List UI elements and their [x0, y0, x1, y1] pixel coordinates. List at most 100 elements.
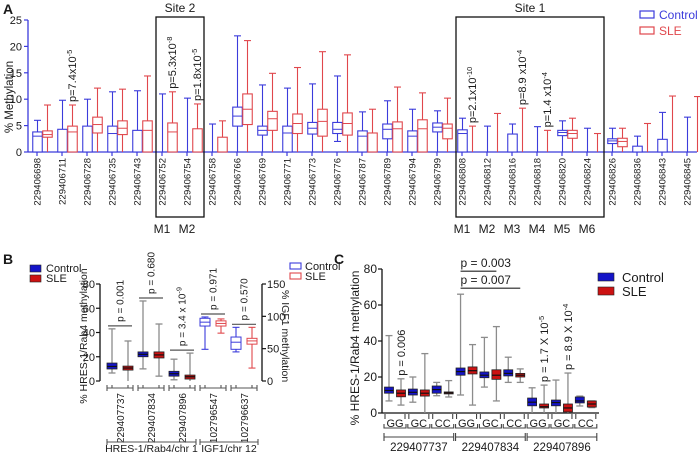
- box: [82, 125, 93, 153]
- p-value-text: p=7.4x10: [67, 56, 79, 102]
- box: [567, 129, 578, 139]
- legend-label-control: Control: [659, 8, 698, 22]
- genotype-label: CC: [435, 418, 451, 430]
- x-tick-label: 229406836: [633, 158, 644, 206]
- box-control-229407896-CC: [574, 395, 585, 407]
- x-tick-label: 229407896: [178, 393, 189, 443]
- p-value-text: p = 0.001: [116, 279, 127, 321]
- p-value-text: p = 3.4 x 10: [178, 293, 189, 346]
- box: [342, 112, 353, 136]
- y-tick-label: 20: [364, 370, 378, 384]
- box: [117, 120, 128, 136]
- box-sle-229407737: [122, 340, 134, 381]
- legend-label-sle: SLE: [305, 271, 326, 283]
- box-control-229406818: [534, 126, 541, 152]
- legend-label-sle: SLE: [622, 284, 647, 299]
- box-sle-229406758: [217, 120, 228, 153]
- p-value-annotation: p = 0.006: [396, 330, 408, 376]
- category-bracket: 229407896: [168, 385, 196, 443]
- y-tick-label: 60: [364, 298, 378, 312]
- box-control-229406799: [432, 110, 443, 152]
- box-control-229406766: [232, 35, 243, 152]
- box-sle-229407834-GG: [467, 343, 478, 406]
- legend-swatch-sle: [639, 26, 655, 35]
- y-tick-label-right: 150: [267, 279, 285, 291]
- box-control-229407896-GC: [551, 379, 561, 413]
- box-control-229407834: [137, 300, 149, 370]
- marker-label: M6: [579, 222, 596, 236]
- p-value-annotation: p = 0.001: [116, 279, 127, 321]
- y-tick-label: 80: [83, 279, 95, 291]
- box-control-229406794: [407, 108, 418, 153]
- p-value-exponent: -5: [65, 50, 74, 57]
- p-value-annotation: p=1.4 x10-4: [540, 72, 555, 127]
- box-sle-229406826: [617, 127, 628, 152]
- x-tick-label: 229406769: [258, 158, 269, 206]
- box-control-229406812: [484, 125, 491, 152]
- genotype-bracket: [407, 414, 431, 429]
- genotype-bracket: [526, 414, 550, 429]
- p-value-exponent: -4: [515, 50, 524, 57]
- x-tick-label: 229407737: [116, 393, 127, 443]
- series-sle: [122, 318, 258, 381]
- legend-a: Control SLE: [639, 8, 698, 38]
- box-sle-229406773: [317, 51, 328, 152]
- box: [382, 123, 393, 140]
- box: [557, 129, 568, 137]
- genotype-bracket: [383, 414, 407, 429]
- group-229407896: GG GC CC 229407896: [526, 414, 598, 453]
- box: [367, 132, 378, 153]
- series-control: [384, 293, 585, 413]
- y-tick-label: 60: [83, 303, 95, 315]
- box-control-229406836: [632, 135, 643, 153]
- group-label: 229407834: [462, 442, 520, 453]
- bracket-line: [106, 385, 134, 391]
- p-value-annotation: p=7.4x10-5: [65, 50, 80, 102]
- x-tick-label: 229406845: [683, 158, 694, 206]
- box-sle-229406836: [644, 122, 651, 152]
- p-value-text: p = 8.9 X 10: [563, 310, 575, 370]
- box-control-229406824: [584, 127, 591, 152]
- box-sle-229406698: [42, 104, 53, 152]
- y-tick-label: 0: [16, 147, 22, 159]
- genotype-bracket: [550, 414, 574, 429]
- box: [107, 125, 118, 153]
- bracket-line: [199, 385, 227, 391]
- legend-label-control: Control: [305, 261, 340, 273]
- region-box: [455, 16, 605, 218]
- box-control-229406758: [209, 123, 216, 152]
- box: [92, 116, 103, 134]
- x-tick-label: 229406826: [608, 158, 619, 206]
- y-axis-title-a: % Methylation: [4, 61, 16, 133]
- x-tick-label: 229406754: [183, 158, 194, 206]
- legend-swatch-sle: [29, 274, 42, 283]
- group-line: [455, 433, 526, 441]
- legend-label-sle: SLE: [46, 273, 67, 285]
- p-value-annotation: p=5.3x10-8: [165, 37, 180, 89]
- p-value-text: p = 0.971: [209, 268, 220, 310]
- p-value-annotation: p=1.8x10-5: [190, 49, 205, 101]
- box: [192, 128, 203, 153]
- x-tick-label: 229406787: [358, 158, 369, 206]
- p-value-bracket: p = 0.003: [460, 256, 511, 272]
- box: [317, 108, 328, 137]
- genotype-bracket: [478, 414, 502, 429]
- legend-swatch-sle: [597, 286, 615, 296]
- box-control-229407896-GG: [527, 387, 537, 413]
- group-label: 229407737: [390, 442, 448, 453]
- box-sle-229406843: [669, 95, 676, 152]
- box: [32, 131, 43, 153]
- box: [42, 130, 53, 138]
- box-control-229407737-GG: [384, 334, 394, 402]
- x-tick-label: 229407834: [147, 393, 158, 443]
- group-229407737: GG GC CC 229407737: [383, 414, 455, 453]
- p-value-text: p=8.9 x10: [517, 57, 529, 106]
- x-tick-label: 102796547: [209, 393, 220, 443]
- box-sle-229407896-CC: [586, 400, 597, 409]
- group-line: [106, 439, 197, 445]
- box-sle-229407896: [184, 352, 196, 381]
- y-axis-title-right-b: % IGF1 methylation: [279, 290, 291, 382]
